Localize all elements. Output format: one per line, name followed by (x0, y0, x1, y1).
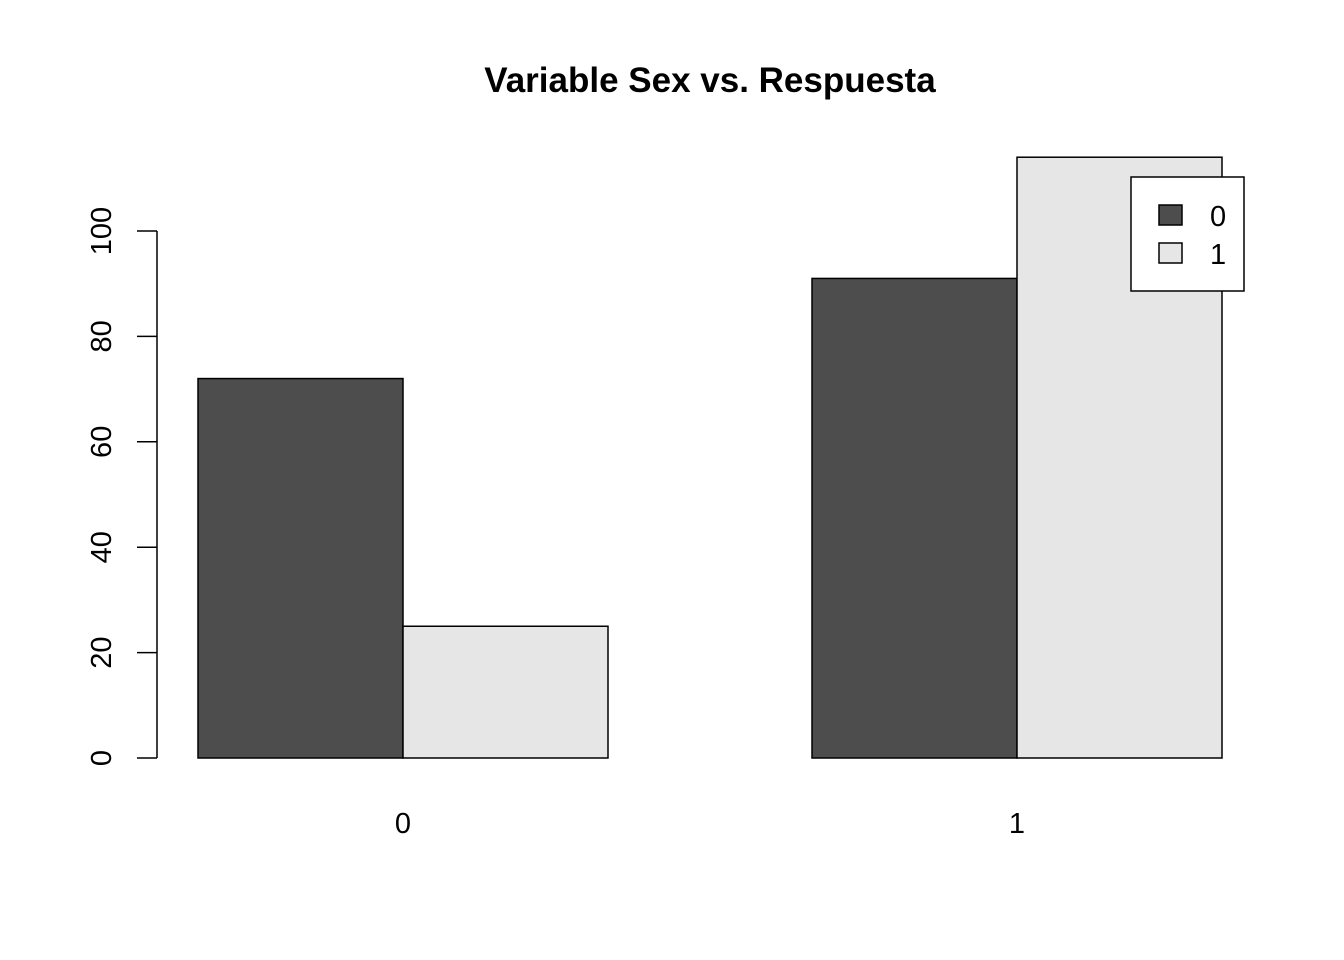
y-axis: 0 20 40 60 80 100 (86, 207, 158, 766)
bar-0-series-0 (197, 377, 404, 759)
y-tick-label-0: 0 (86, 750, 118, 766)
legend: 01 (1130, 176, 1245, 292)
y-tick-label-100: 100 (86, 207, 118, 255)
bar-1-series-0 (811, 277, 1018, 759)
x-tick-label-1: 1 (1009, 808, 1025, 840)
legend-box (1130, 176, 1245, 292)
chart-title: Variable Sex vs. Respuesta (484, 61, 936, 100)
legend-swatch-1 (1158, 242, 1183, 264)
y-tick-label-20: 20 (86, 636, 118, 668)
legend-label-1: 1 (1210, 239, 1226, 271)
legend-label-0: 0 (1210, 201, 1226, 233)
legend-swatch-0 (1158, 204, 1183, 226)
y-tick-label-40: 40 (86, 531, 118, 563)
x-tick-label-0: 0 (395, 808, 411, 840)
y-tick-label-80: 80 (86, 320, 118, 352)
y-tick-label-60: 60 (86, 426, 118, 458)
bar-0-series-1 (402, 625, 609, 759)
bars-group (197, 156, 1223, 759)
